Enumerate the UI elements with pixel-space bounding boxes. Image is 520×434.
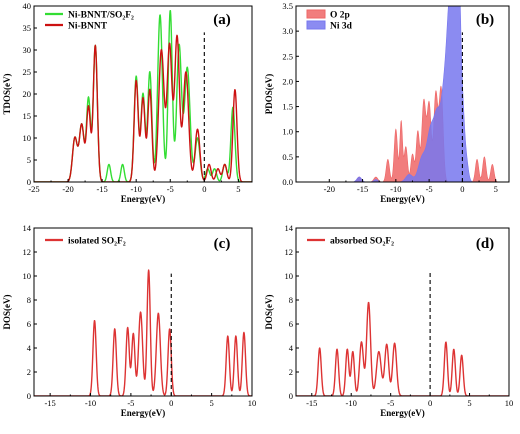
plot-area: [34, 269, 252, 396]
series-1-line: [296, 301, 509, 396]
legend-entry: Ni-BNNT: [68, 22, 108, 32]
y-tick-label: 3.0: [282, 26, 293, 36]
y-axis-label: DOS(eV): [264, 295, 274, 330]
plot-area: [34, 10, 252, 182]
y-axis-label: TDOS(eV): [2, 74, 12, 115]
y-tick-label: 10: [285, 271, 294, 281]
chart-panel-2: -20 -15 -10 -5 0 5 0.0 0.5 1.0 1.5 2.0 2.5 3.0 3.5 Ene…: [264, 1, 510, 204]
series-2-line: [34, 34, 252, 182]
y-tick-label: 1.5: [282, 102, 293, 112]
y-tick-label: 20: [23, 89, 32, 99]
chart-panel-1: -25 -20 -15 -10 -5 0 5 0 5 10 15 20 25 30 35 40 Energy(e…: [2, 1, 253, 204]
x-tick-label: 5: [467, 398, 471, 408]
y-tick-label: 6: [27, 319, 31, 329]
legend-swatch: [306, 9, 326, 19]
panel-label: (c): [214, 236, 231, 252]
y-tick-label: 4: [27, 343, 32, 353]
y-tick-label: 14: [23, 223, 32, 233]
x-tick-label: 10: [248, 398, 257, 408]
y-tick-label: 2: [289, 367, 293, 377]
x-tick-label: -5: [127, 398, 134, 408]
plot-frame: [295, 227, 510, 397]
panel-label: (a): [213, 12, 231, 28]
y-tick-label: 15: [23, 111, 32, 121]
y-tick-label: 0: [289, 391, 293, 401]
y-tick-label: 0: [27, 391, 31, 401]
y-tick-label: 6: [289, 319, 293, 329]
legend-entry: Ni-BNNT/SO₂F₂: [68, 11, 134, 21]
x-tick-label: -5: [387, 398, 394, 408]
legend-entry: Ni 3d: [330, 22, 353, 32]
x-tick-label: -15: [357, 184, 368, 194]
x-tick-label: -10: [131, 184, 142, 194]
x-tick-label: 0: [169, 398, 173, 408]
y-tick-label: 30: [23, 45, 32, 55]
legend-entry: absorbed SO₂F₂: [330, 237, 394, 247]
y-tick-label: 4: [289, 343, 294, 353]
legend-entry: O 2p: [330, 11, 350, 21]
x-tick-label: -5: [426, 184, 433, 194]
x-tick-label: 5: [210, 398, 214, 408]
chart-panel-4: -15 -10 -5 0 5 10 0 2 4 6 8 10 12 14 Energy(eV) DOS(eV)…: [264, 223, 513, 418]
y-tick-label: 2.0: [282, 76, 293, 86]
x-axis-label: Energy(eV): [380, 194, 425, 204]
panel-label: (b): [476, 12, 494, 28]
legend-swatch: [306, 20, 326, 30]
plot-area: [296, 301, 509, 396]
y-tick-label: 40: [23, 1, 32, 11]
x-tick-label: 0: [202, 184, 206, 194]
y-tick-label: 8: [289, 295, 293, 305]
x-tick-label: 0: [460, 184, 464, 194]
series-1-line: [34, 269, 252, 396]
y-tick-label: 12: [285, 247, 294, 257]
x-tick-label: -10: [85, 398, 96, 408]
x-tick-label: -15: [44, 398, 55, 408]
y-tick-label: 1.0: [282, 127, 293, 137]
y-tick-label: 12: [23, 247, 32, 257]
y-tick-label: 25: [23, 67, 32, 77]
panel-label: (d): [476, 236, 494, 252]
x-tick-label: -5: [167, 184, 174, 194]
x-axis-label: Energy(eV): [121, 408, 166, 418]
y-tick-label: 8: [27, 295, 31, 305]
y-tick-label: 10: [23, 133, 32, 143]
y-tick-label: 3.5: [282, 1, 293, 11]
x-tick-label: 5: [494, 184, 498, 194]
x-tick-label: -25: [28, 184, 39, 194]
y-axis-label: DOS(eV): [2, 295, 12, 330]
y-tick-label: 35: [23, 23, 32, 33]
y-tick-label: 14: [285, 223, 294, 233]
x-axis-label: Energy(eV): [121, 194, 166, 204]
y-tick-label: 2.5: [282, 51, 293, 61]
y-tick-label: 0.0: [282, 177, 293, 187]
x-tick-label: 10: [505, 398, 514, 408]
legend-entry: isolated SO₂F₂: [68, 237, 126, 247]
x-tick-label: 5: [236, 184, 240, 194]
x-tick-label: 0: [428, 398, 432, 408]
y-tick-label: 10: [23, 271, 32, 281]
chart-panel-3: -15 -10 -5 0 5 10 0 2 4 6 8 10 12 14 Energy(eV) DOS(eV)…: [2, 223, 256, 418]
plot-frame: [295, 5, 510, 183]
x-tick-label: -20: [62, 184, 73, 194]
y-axis-label: PDOS(eV): [264, 74, 274, 115]
x-tick-label: -10: [390, 184, 401, 194]
plot-frame: [33, 227, 253, 397]
y-tick-label: 0: [27, 177, 31, 187]
y-tick-label: 2: [27, 367, 31, 377]
x-tick-label: -20: [324, 184, 335, 194]
series-1-line: [34, 10, 252, 182]
series-1-area: [296, 85, 509, 182]
x-axis-label: Energy(eV): [380, 408, 425, 418]
x-tick-label: -10: [346, 398, 357, 408]
y-tick-label: 5: [27, 155, 31, 165]
x-tick-label: -15: [96, 184, 107, 194]
x-tick-label: -15: [306, 398, 317, 408]
y-tick-label: 0.5: [282, 152, 293, 162]
